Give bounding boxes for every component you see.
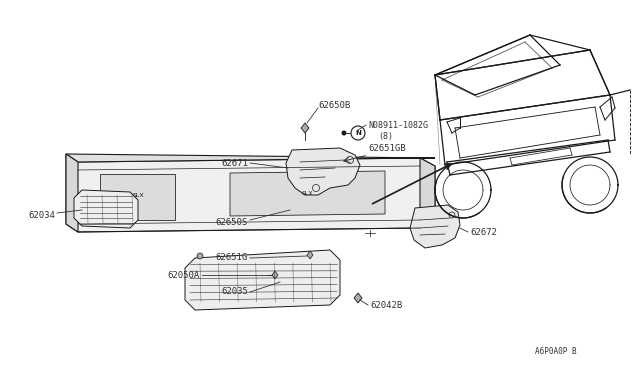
Text: SLX: SLX <box>132 192 144 198</box>
Text: 62050A: 62050A <box>168 270 200 279</box>
Text: 62650S: 62650S <box>216 218 248 227</box>
Text: 62671: 62671 <box>221 158 248 167</box>
Polygon shape <box>307 251 313 259</box>
Polygon shape <box>66 154 78 232</box>
Polygon shape <box>301 123 309 133</box>
Polygon shape <box>286 148 360 195</box>
Circle shape <box>342 131 346 135</box>
Polygon shape <box>410 205 460 248</box>
Text: N08911-1082G: N08911-1082G <box>368 121 428 129</box>
Circle shape <box>351 126 365 140</box>
Circle shape <box>197 253 203 259</box>
Polygon shape <box>230 171 385 216</box>
Polygon shape <box>100 174 175 220</box>
Polygon shape <box>66 154 435 236</box>
Text: SLX: SLX <box>301 190 313 196</box>
Text: N: N <box>355 130 361 136</box>
Text: 62651GB: 62651GB <box>368 144 406 153</box>
Polygon shape <box>66 154 435 162</box>
Text: A6P0A0P B: A6P0A0P B <box>535 347 577 356</box>
Text: 62035: 62035 <box>221 288 248 296</box>
Polygon shape <box>354 293 362 303</box>
Polygon shape <box>420 158 435 236</box>
Text: 62650B: 62650B <box>318 100 350 109</box>
Text: 62034: 62034 <box>28 211 55 219</box>
Text: 62042B: 62042B <box>370 301 403 310</box>
Text: 62672: 62672 <box>470 228 497 237</box>
Text: 62651G: 62651G <box>216 253 248 263</box>
Polygon shape <box>185 250 340 310</box>
Polygon shape <box>272 271 278 279</box>
Polygon shape <box>74 190 138 228</box>
Text: (8): (8) <box>378 131 393 141</box>
